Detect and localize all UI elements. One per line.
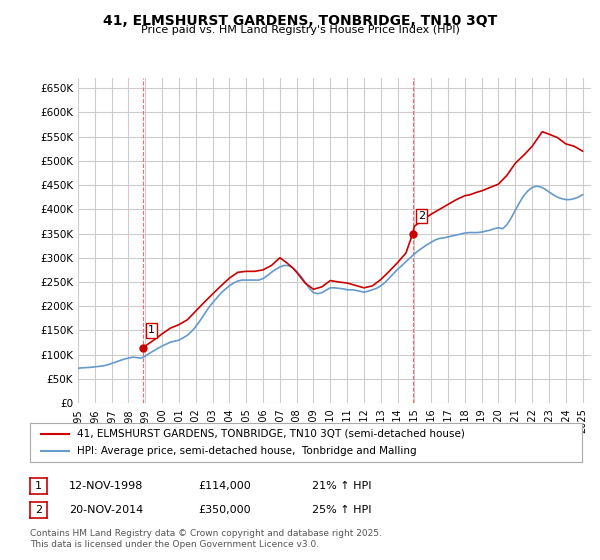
Text: £350,000: £350,000	[198, 505, 251, 515]
Text: 41, ELMSHURST GARDENS, TONBRIDGE, TN10 3QT: 41, ELMSHURST GARDENS, TONBRIDGE, TN10 3…	[103, 14, 497, 28]
Text: 21% ↑ HPI: 21% ↑ HPI	[312, 481, 371, 491]
Text: Contains HM Land Registry data © Crown copyright and database right 2025.
This d: Contains HM Land Registry data © Crown c…	[30, 529, 382, 549]
Text: 12-NOV-1998: 12-NOV-1998	[69, 481, 143, 491]
Text: 2: 2	[418, 211, 425, 221]
Text: 1: 1	[148, 325, 155, 335]
Text: 2: 2	[35, 505, 42, 515]
Text: £114,000: £114,000	[198, 481, 251, 491]
Text: 20-NOV-2014: 20-NOV-2014	[69, 505, 143, 515]
Text: 1: 1	[35, 481, 42, 491]
Text: Price paid vs. HM Land Registry's House Price Index (HPI): Price paid vs. HM Land Registry's House …	[140, 25, 460, 35]
Text: 41, ELMSHURST GARDENS, TONBRIDGE, TN10 3QT (semi-detached house): 41, ELMSHURST GARDENS, TONBRIDGE, TN10 3…	[77, 429, 465, 439]
Text: HPI: Average price, semi-detached house,  Tonbridge and Malling: HPI: Average price, semi-detached house,…	[77, 446, 416, 456]
Text: 25% ↑ HPI: 25% ↑ HPI	[312, 505, 371, 515]
